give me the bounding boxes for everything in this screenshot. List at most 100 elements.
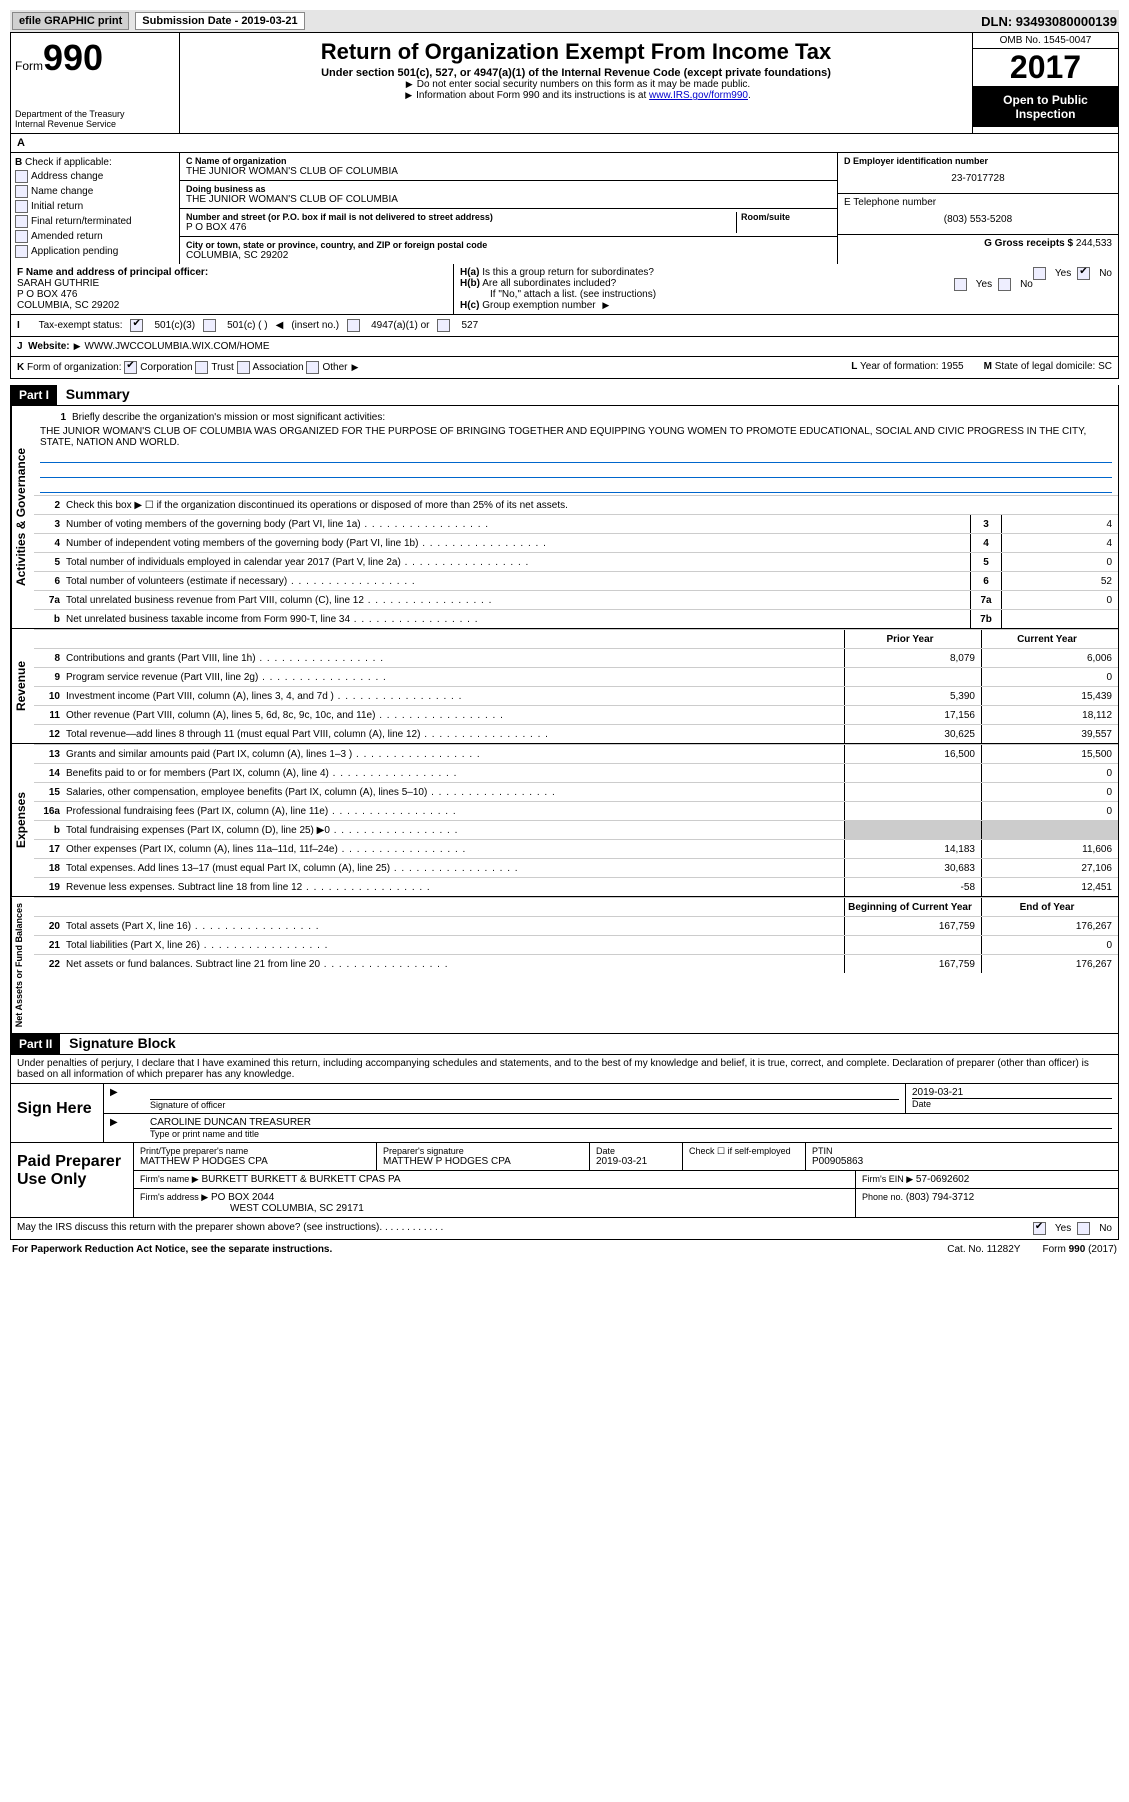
ptin-label: PTIN — [812, 1146, 1112, 1156]
line-9-current: 0 — [981, 668, 1118, 686]
line-22-prior: 167,759 — [844, 955, 981, 973]
line-4-box: 4 — [970, 534, 1001, 552]
line-16a-prior — [844, 802, 981, 820]
line-b-value — [1001, 610, 1118, 628]
line-2-text: Check this box ▶ ☐ if the organization d… — [66, 498, 1118, 513]
check-address-change[interactable] — [15, 170, 28, 183]
sig-date: 2019-03-21 — [912, 1087, 1112, 1098]
form-number: Form990 — [15, 37, 175, 79]
line-8-text: Contributions and grants (Part VIII, lin… — [66, 651, 844, 666]
top-bar: efile GRAPHIC print Submission Date - 20… — [10, 10, 1119, 32]
preparer-name: MATTHEW P HODGES CPA — [140, 1156, 370, 1167]
firm-phone-label: Phone no. — [862, 1192, 903, 1202]
line-b-box: 7b — [970, 610, 1001, 628]
city-label: City or town, state or province, country… — [186, 240, 831, 250]
firm-name-label: Firm's name ▶ — [140, 1174, 199, 1184]
part2-tag: Part II — [11, 1034, 60, 1054]
line-20-text: Total assets (Part X, line 16) — [66, 919, 844, 934]
hb-label: Are all subordinates included? — [482, 278, 616, 289]
line-19-prior: -58 — [844, 878, 981, 896]
discuss-yes[interactable] — [1033, 1222, 1046, 1235]
line-22-current: 176,267 — [981, 955, 1118, 973]
line-5-text: Total number of individuals employed in … — [66, 555, 970, 570]
check-amended-return[interactable] — [15, 230, 28, 243]
hb-yes[interactable] — [954, 278, 967, 291]
sig-officer-label: Signature of officer — [150, 1099, 899, 1110]
line-13-prior: 16,500 — [844, 745, 981, 763]
org-trust[interactable] — [195, 361, 208, 374]
discuss-no[interactable] — [1077, 1222, 1090, 1235]
firm-addr2: WEST COLUMBIA, SC 29171 — [140, 1203, 364, 1214]
ha-yes[interactable] — [1033, 267, 1046, 280]
prep-date: 2019-03-21 — [596, 1156, 676, 1167]
pra-notice: For Paperwork Reduction Act Notice, see … — [12, 1244, 332, 1255]
preparer-sig-label: Preparer's signature — [383, 1146, 583, 1156]
current-year-header: Current Year — [981, 630, 1118, 648]
line-6-box: 6 — [970, 572, 1001, 590]
self-employed-check[interactable]: Check ☐ if self-employed — [683, 1143, 806, 1170]
status-527[interactable] — [437, 319, 450, 332]
section-governance: Activities & Governance — [11, 406, 34, 628]
website-row: J Website: WWW.JWCCOLUMBIA.WIX.COM/HOME — [10, 337, 1119, 357]
ha-no[interactable] — [1077, 267, 1090, 280]
org-other[interactable] — [306, 361, 319, 374]
line-7a-text: Total unrelated business revenue from Pa… — [66, 593, 970, 608]
check-application-pending[interactable] — [15, 245, 28, 258]
room-label: Room/suite — [741, 212, 831, 222]
check-initial-return[interactable] — [15, 200, 28, 213]
line-5-value: 0 — [1001, 553, 1118, 571]
arrow-icon: ▶ — [110, 1087, 118, 1098]
irs-link[interactable]: www.IRS.gov/form990 — [649, 90, 748, 101]
line-3-box: 3 — [970, 515, 1001, 533]
org-name-label: C Name of organization — [186, 156, 831, 166]
line-b-text: Net unrelated business taxable income fr… — [66, 612, 970, 627]
line-18-current: 27,106 — [981, 859, 1118, 877]
type-name-label: Type or print name and title — [150, 1128, 1112, 1139]
line-4-value: 4 — [1001, 534, 1118, 552]
check-final-return-terminated[interactable] — [15, 215, 28, 228]
section-expenses: Expenses — [11, 744, 34, 896]
form-org-row: K Form of organization: Corporation Trus… — [10, 357, 1119, 379]
firm-name: BURKETT BURKETT & BURKETT CPAS PA — [201, 1174, 400, 1185]
line-6-value: 52 — [1001, 572, 1118, 590]
line-7a-box: 7a — [970, 591, 1001, 609]
org-assoc[interactable] — [237, 361, 250, 374]
form-header: Form990 Department of the Treasury Inter… — [10, 32, 1119, 134]
form-footer: Form 990 (2017) — [1043, 1244, 1117, 1255]
dept-treasury: Department of the Treasury Internal Reve… — [15, 109, 175, 129]
mission-label: Briefly describe the organization's miss… — [72, 410, 1112, 425]
ruled-line — [40, 463, 1112, 478]
line-12-text: Total revenue—add lines 8 through 11 (mu… — [66, 727, 844, 742]
line-17-current: 11,606 — [981, 840, 1118, 858]
date-label: Date — [912, 1098, 1112, 1109]
check-name-change[interactable] — [15, 185, 28, 198]
line-7a-value: 0 — [1001, 591, 1118, 609]
mission-text: THE JUNIOR WOMAN'S CLUB OF COLUMBIA WAS … — [40, 426, 1112, 448]
org-corp[interactable] — [124, 361, 137, 374]
line-8-prior: 8,079 — [844, 649, 981, 667]
hb-no[interactable] — [998, 278, 1011, 291]
status-501c3[interactable] — [130, 319, 143, 332]
status-501c[interactable] — [203, 319, 216, 332]
ein-label: D Employer identification number — [844, 156, 988, 166]
tax-year: 2017 — [973, 49, 1118, 87]
line-6-text: Total number of volunteers (estimate if … — [66, 574, 970, 589]
irs-discuss-label: May the IRS discuss this return with the… — [17, 1222, 379, 1235]
status-4947[interactable] — [347, 319, 360, 332]
line-22-text: Net assets or fund balances. Subtract li… — [66, 957, 844, 972]
line-16a-text: Professional fundraising fees (Part IX, … — [66, 804, 844, 819]
line-15-current: 0 — [981, 783, 1118, 801]
efile-print-button[interactable]: efile GRAPHIC print — [12, 12, 129, 30]
line-18-prior: 30,683 — [844, 859, 981, 877]
cat-no: Cat. No. 11282Y — [947, 1244, 1020, 1255]
line-10-text: Investment income (Part VIII, column (A)… — [66, 689, 844, 704]
line-10-prior: 5,390 — [844, 687, 981, 705]
line-16a-current: 0 — [981, 802, 1118, 820]
line-13-text: Grants and similar amounts paid (Part IX… — [66, 747, 844, 762]
line-3-value: 4 — [1001, 515, 1118, 533]
firm-ein: 57-0692602 — [916, 1174, 969, 1185]
line-14-text: Benefits paid to or for members (Part IX… — [66, 766, 844, 781]
ruled-line — [40, 448, 1112, 463]
line-13-current: 15,500 — [981, 745, 1118, 763]
submission-date: Submission Date - 2019-03-21 — [135, 12, 304, 30]
